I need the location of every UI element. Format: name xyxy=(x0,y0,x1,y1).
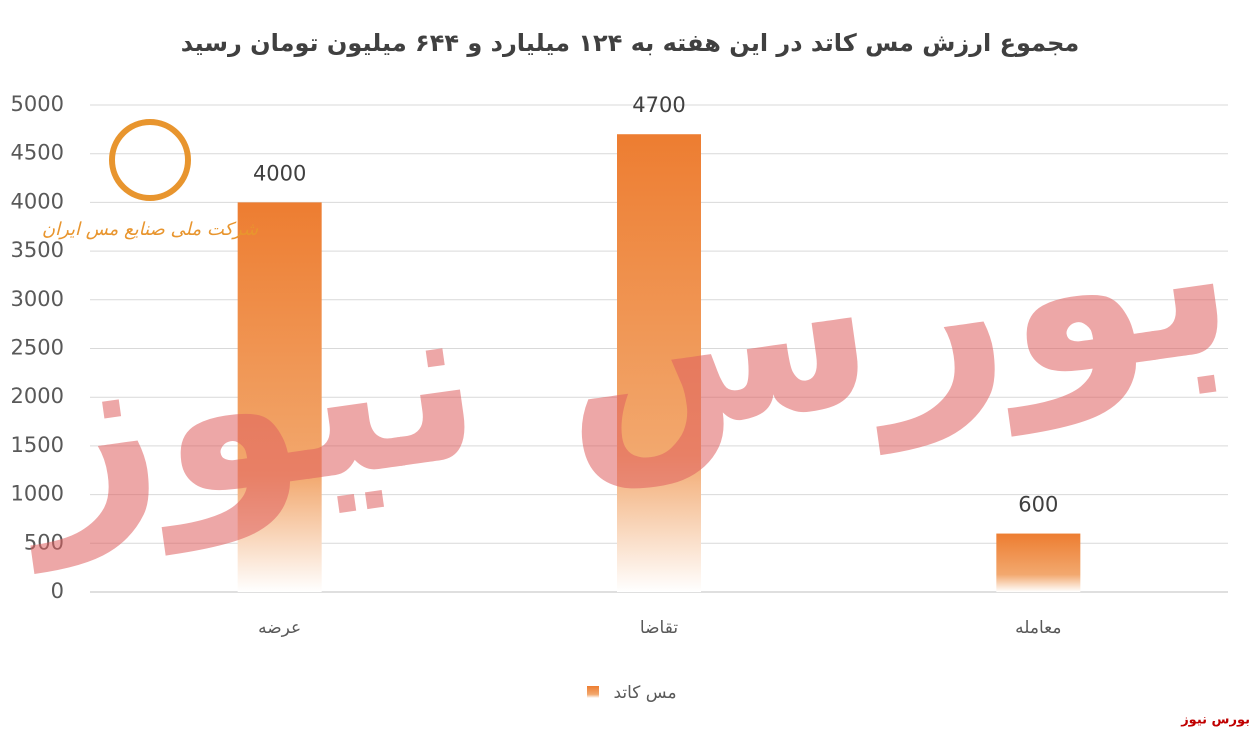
x-tick-label: معامله xyxy=(1015,618,1061,638)
legend-swatch xyxy=(587,686,599,698)
y-tick-label: 4000 xyxy=(11,189,64,213)
y-tick-label: 2500 xyxy=(11,336,64,360)
x-tick-label: عرضه xyxy=(258,618,301,638)
y-tick-label: 4500 xyxy=(11,141,64,165)
legend-label: مس کاتد xyxy=(613,683,676,703)
chart-title: مجموع ارزش مس کاتد در این هفته به ۱۲۴ می… xyxy=(181,29,1080,57)
footer: بورس نیوز xyxy=(1180,713,1250,728)
data-label: 4700 xyxy=(632,93,685,117)
logo-text: شرکت ملی صنایع مس ایران xyxy=(42,219,259,240)
y-tick-label: 500 xyxy=(24,530,64,554)
bar xyxy=(617,134,701,592)
x-tick-label: تقاضا xyxy=(640,618,678,638)
bar xyxy=(237,202,322,592)
y-tick-label: 0 xyxy=(51,579,64,603)
y-tick-label: 3000 xyxy=(11,287,64,311)
bar xyxy=(996,533,1081,592)
y-tick-label: 1500 xyxy=(11,433,64,457)
logo-emblem xyxy=(109,119,191,201)
y-tick-label: 3500 xyxy=(11,238,64,262)
y-tick-label: 1000 xyxy=(11,482,64,506)
y-tick-label: 2000 xyxy=(11,384,64,408)
data-label: 4000 xyxy=(253,161,306,185)
y-tick-label: 5000 xyxy=(11,92,64,116)
data-label: 600 xyxy=(1018,493,1058,517)
